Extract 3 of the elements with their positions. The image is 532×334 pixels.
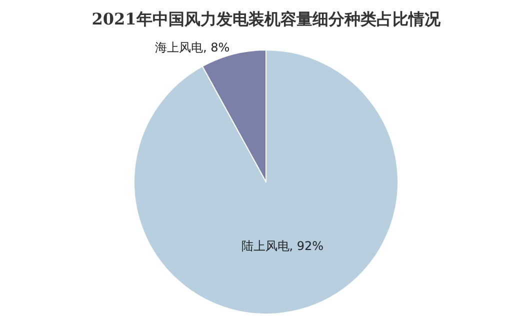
chart-title: 2021年中国风力发电装机容量细分种类占比情况 (92, 10, 442, 29)
slice-label: 陆上风电, 92% (241, 238, 324, 253)
slice-label: 海上风电, 8% (155, 40, 230, 55)
